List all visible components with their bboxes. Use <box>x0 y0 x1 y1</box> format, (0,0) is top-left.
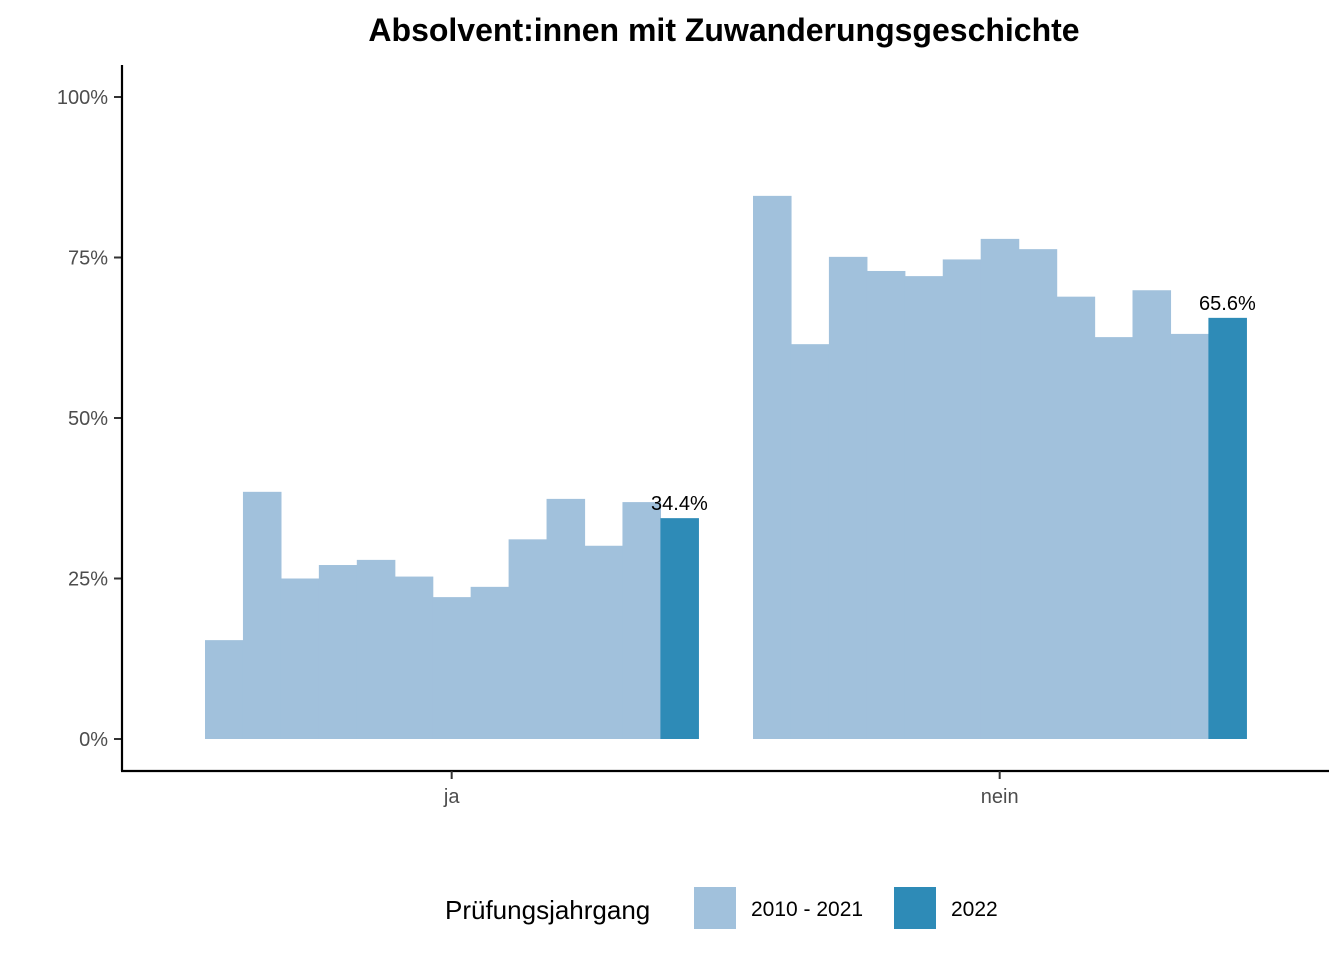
bar-nein-history <box>942 259 982 739</box>
x-tick-label-nein: nein <box>981 786 1019 808</box>
bar-nein-history <box>1056 296 1096 739</box>
bar-ja-history <box>508 539 548 739</box>
bar-nein-history <box>1132 290 1172 739</box>
bar-nein-history <box>790 344 830 739</box>
bar-nein-current <box>1208 317 1247 739</box>
bar-ja-history <box>318 565 358 739</box>
bar-ja-history <box>394 576 434 739</box>
legend-label-current: 2022 <box>951 898 998 921</box>
data-label-nein: 65.6% <box>1199 293 1256 315</box>
legend-label-history: 2010 - 2021 <box>751 898 863 921</box>
data-label-ja: 34.4% <box>651 493 708 515</box>
bar-nein-history <box>904 276 944 739</box>
bar-nein-history <box>980 238 1020 739</box>
y-tick-label: 25% <box>68 569 108 591</box>
legend: Prüfungsjahrgang 2010 - 2021 2022 <box>445 887 998 929</box>
bar-ja-history <box>584 545 624 739</box>
legend-swatch-history <box>694 887 736 929</box>
y-tick-label: 100% <box>57 87 108 109</box>
bar-ja-history <box>470 586 510 739</box>
bar-nein-history <box>1018 249 1058 739</box>
bar-ja-history <box>432 597 472 739</box>
bar-ja-current <box>660 518 699 739</box>
legend-swatch-current <box>894 887 936 929</box>
x-tick-label-ja: ja <box>443 786 460 808</box>
bar-nein-history <box>828 256 868 739</box>
bar-nein-history <box>753 195 792 739</box>
y-tick-label: 50% <box>68 408 108 430</box>
bar-nein-history <box>1094 337 1134 739</box>
bar-nein-history <box>866 270 906 739</box>
bars: 34.4% 65.6% <box>205 195 1256 739</box>
bar-ja-history <box>205 640 244 739</box>
bar-ja-history <box>242 491 282 739</box>
x-axis-ticks: ja nein <box>443 771 1019 808</box>
y-axis-ticks: 0% 25% 50% 75% 100% <box>57 87 122 751</box>
chart-title: Absolvent:innen mit Zuwanderungsgeschich… <box>368 12 1079 48</box>
y-tick-label: 0% <box>79 729 108 751</box>
bar-ja-history <box>546 498 586 739</box>
bar-ja-history <box>356 559 396 739</box>
y-tick-label: 75% <box>68 248 108 270</box>
bar-ja-history <box>622 502 661 739</box>
bar-ja-history <box>280 578 320 739</box>
legend-title: Prüfungsjahrgang <box>445 895 650 925</box>
bar-nein-history <box>1170 333 1209 739</box>
